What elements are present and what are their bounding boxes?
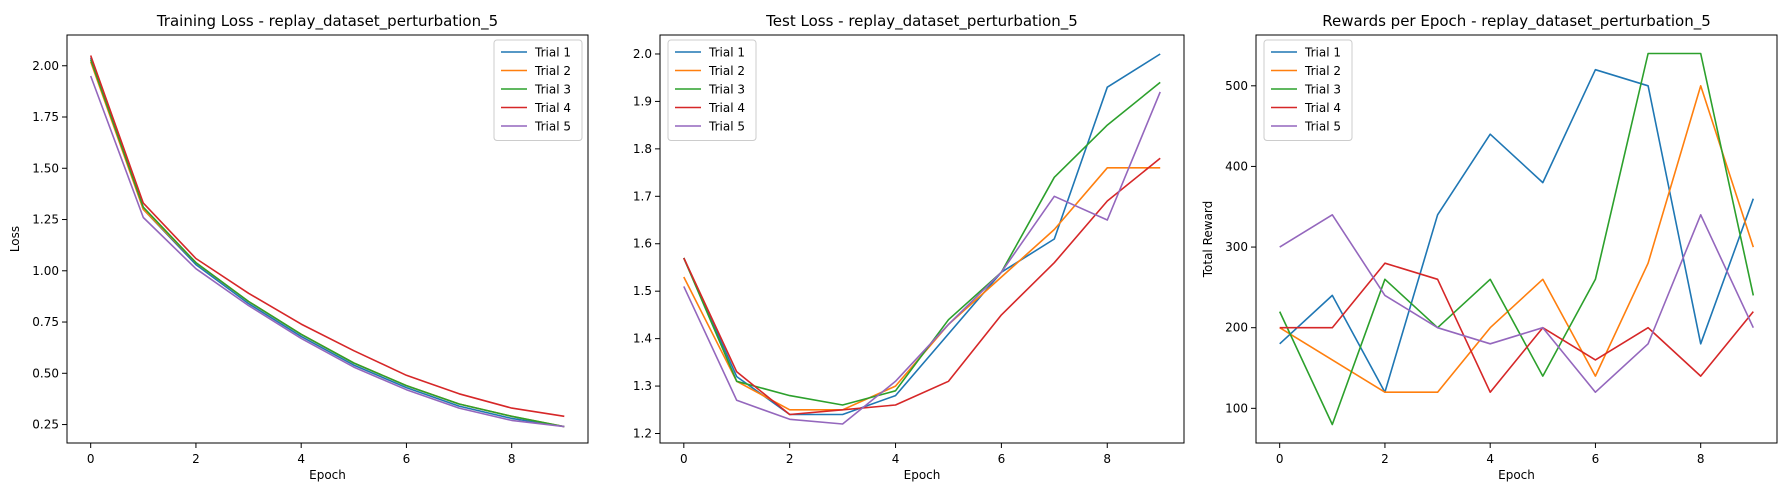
legend-label: Trial 3	[708, 83, 745, 97]
x-tick-label: 8	[1697, 452, 1705, 466]
legend-label: Trial 2	[1304, 64, 1341, 78]
series-line-trial-2	[89, 61, 565, 428]
y-tick-label: 2.0	[633, 47, 652, 61]
y-tick-label: 1.8	[633, 142, 652, 156]
series-line-trial-1	[89, 57, 565, 428]
x-tick-label: 8	[508, 452, 516, 466]
legend-label: Trial 1	[534, 46, 571, 60]
chart-panel-1: Training Loss - replay_dataset_perturbat…	[8, 12, 589, 482]
x-tick-label: 6	[403, 452, 411, 466]
legend-label: Trial 5	[708, 120, 745, 134]
y-tick-label: 1.00	[32, 264, 59, 278]
x-tick-label: 0	[680, 452, 688, 466]
x-tick-label: 8	[1103, 452, 1111, 466]
legend-label: Trial 1	[708, 46, 745, 60]
y-axis-label: Total Reward	[1201, 201, 1215, 279]
x-tick-label: 2	[786, 452, 794, 466]
series-line-trial-5	[683, 91, 1161, 425]
legend-label: Trial 4	[1304, 101, 1341, 115]
legend-label: Trial 5	[534, 120, 571, 134]
series-line-trial-1	[1279, 68, 1755, 394]
x-tick-label: 4	[892, 452, 900, 466]
y-tick-label: 0.75	[32, 315, 59, 329]
y-tick-label: 1.2	[633, 427, 652, 441]
x-tick-label: 0	[1276, 452, 1284, 466]
x-tick-label: 4	[1486, 452, 1494, 466]
legend-box	[667, 39, 757, 141]
axes-frame	[66, 34, 589, 444]
series-line-trial-3	[1278, 52, 1755, 426]
x-tick-label: 4	[297, 452, 305, 466]
y-tick-label: 300	[1225, 240, 1248, 254]
chart-panel-2: Test Loss - replay_dataset_perturbation_…	[633, 12, 1185, 482]
series-line-trial-3	[89, 59, 565, 428]
y-tick-label: 1.3	[633, 379, 652, 393]
legend: Trial 1 Trial 2 Trial 3 Trial 4 Trial 5	[493, 39, 583, 141]
legend-label: Trial 4	[708, 101, 745, 115]
legend-label: Trial 3	[534, 83, 571, 97]
legend-label: Trial 2	[534, 64, 571, 78]
y-tick-label: 1.25	[32, 213, 59, 227]
legend-box	[1263, 39, 1353, 141]
series-line-trial-4	[683, 157, 1161, 416]
y-tick-label: 1.4	[633, 332, 652, 346]
chart-panel-3: Rewards per Epoch - replay_dataset_pertu…	[1201, 12, 1778, 482]
y-tick-label: 1.50	[32, 161, 59, 175]
series-line-trial-3	[683, 81, 1161, 406]
legend-label: Trial 4	[534, 101, 571, 115]
y-axis-label: Loss	[8, 226, 22, 252]
y-tick-label: 1.6	[633, 237, 652, 251]
x-axis-label: Epoch	[309, 468, 346, 482]
y-tick-label: 100	[1225, 401, 1248, 415]
chart-title: Training Loss - replay_dataset_perturbat…	[156, 12, 498, 31]
x-axis-label: Epoch	[1498, 468, 1535, 482]
y-tick-label: 400	[1225, 159, 1248, 173]
series-line-trial-2	[1279, 85, 1755, 394]
legend-label: Trial 3	[1304, 83, 1341, 97]
x-tick-label: 6	[998, 452, 1006, 466]
x-tick-label: 6	[1592, 452, 1600, 466]
legend-label: Trial 2	[708, 64, 745, 78]
axes-frame	[1255, 34, 1778, 444]
y-tick-label: 1.9	[633, 94, 652, 108]
x-tick-label: 2	[1381, 452, 1389, 466]
series-line-trial-5	[1279, 214, 1755, 394]
legend-label: Trial 1	[1304, 46, 1341, 60]
series-line-trial-4	[1279, 262, 1754, 394]
y-tick-label: 200	[1225, 321, 1248, 335]
y-tick-label: 500	[1225, 79, 1248, 93]
y-tick-label: 2.00	[32, 59, 59, 73]
x-tick-label: 0	[87, 452, 95, 466]
y-tick-label: 1.75	[32, 110, 59, 124]
chart-title: Rewards per Epoch - replay_dataset_pertu…	[1322, 12, 1711, 31]
legend-label: Trial 5	[1304, 120, 1341, 134]
series-line-trial-2	[683, 167, 1161, 411]
series-line-trial-5	[89, 75, 565, 428]
x-tick-label: 2	[192, 452, 200, 466]
series-line-trial-4	[89, 55, 565, 418]
legend: Trial 1 Trial 2 Trial 3 Trial 4 Trial 5	[1263, 39, 1353, 141]
legend: Trial 1 Trial 2 Trial 3 Trial 4 Trial 5	[667, 39, 757, 141]
y-tick-label: 0.50	[32, 366, 59, 380]
x-axis-label: Epoch	[904, 468, 941, 482]
legend-box	[493, 39, 583, 141]
y-tick-label: 1.5	[633, 284, 652, 298]
y-tick-label: 0.25	[32, 418, 59, 432]
y-tick-label: 1.7	[633, 189, 652, 203]
chart-title: Test Loss - replay_dataset_perturbation_…	[765, 12, 1078, 31]
axes-frame	[659, 34, 1185, 444]
